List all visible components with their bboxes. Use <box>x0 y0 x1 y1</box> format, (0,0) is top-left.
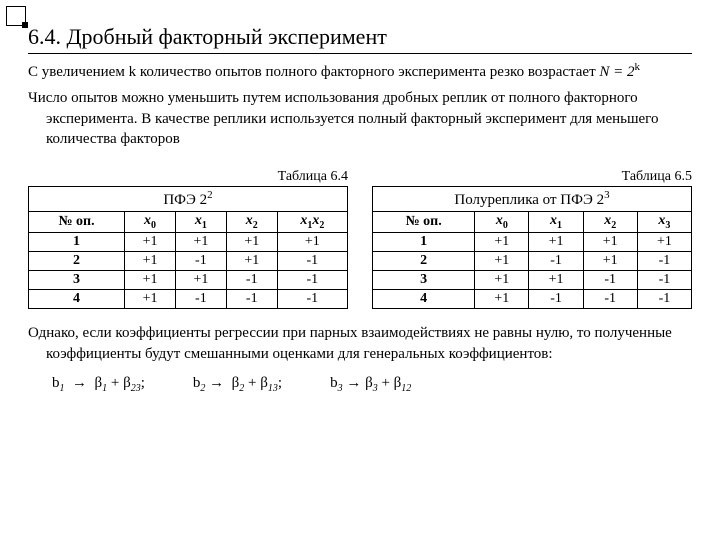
cell: +1 <box>125 270 176 289</box>
cell: 4 <box>29 289 125 308</box>
formula-2: b2 → β2 + β13; <box>193 375 282 394</box>
cell: -1 <box>637 251 691 270</box>
col-header: x1 <box>529 212 583 233</box>
table-64-title: ПФЭ 22 <box>28 186 348 211</box>
formula-3: b3 → β3 + β12 <box>330 375 411 394</box>
cell: +1 <box>475 270 529 289</box>
cell: +1 <box>529 232 583 251</box>
table-65-container: Таблица 6.5 Полуреплика от ПФЭ 23 № оп. … <box>372 169 692 309</box>
cell: +1 <box>125 251 176 270</box>
cell: +1 <box>226 232 277 251</box>
col-header: x2 <box>583 212 637 233</box>
cell: -1 <box>529 289 583 308</box>
cell: +1 <box>125 232 176 251</box>
table-row: 1 +1 +1 +1 +1 <box>373 232 692 251</box>
table-row: 3 +1 +1 -1 -1 <box>373 270 692 289</box>
table-row: № оп. x0 x1 x2 x3 <box>373 212 692 233</box>
cell: -1 <box>277 251 347 270</box>
col-header: x0 <box>125 212 176 233</box>
table-64-title-exp: 2 <box>207 189 213 201</box>
cell: 3 <box>373 270 475 289</box>
table-row: 4 +1 -1 -1 -1 <box>29 289 348 308</box>
cell: 1 <box>373 232 475 251</box>
table-65-caption: Таблица 6.5 <box>372 169 692 185</box>
cell: -1 <box>226 270 277 289</box>
cell: +1 <box>175 270 226 289</box>
cell: +1 <box>475 251 529 270</box>
cell: +1 <box>529 270 583 289</box>
section-heading: 6.4. Дробный факторный эксперимент <box>28 24 692 54</box>
paragraph-2: Число опытов можно уменьшить путем испол… <box>28 88 692 149</box>
para1-exp: k <box>635 61 641 73</box>
col-header: x1 <box>175 212 226 233</box>
table-row: 4 +1 -1 -1 -1 <box>373 289 692 308</box>
col-header: № оп. <box>29 212 125 233</box>
cell: 4 <box>373 289 475 308</box>
cell: 3 <box>29 270 125 289</box>
table-65-title: Полуреплика от ПФЭ 23 <box>372 186 692 211</box>
para1-text-a: С увеличением k количество опытов полног… <box>28 64 599 80</box>
table-64-title-prefix: ПФЭ 2 <box>163 192 207 208</box>
table-row: 2 +1 -1 +1 -1 <box>373 251 692 270</box>
cell: -1 <box>226 289 277 308</box>
table-row: 2 +1 -1 +1 -1 <box>29 251 348 270</box>
cell: -1 <box>529 251 583 270</box>
table-64-caption: Таблица 6.4 <box>28 169 348 185</box>
cell: -1 <box>277 289 347 308</box>
cell: -1 <box>637 270 691 289</box>
table-65-title-exp: 3 <box>604 189 610 201</box>
col-header: x2 <box>226 212 277 233</box>
col-header: x1x2 <box>277 212 347 233</box>
table-65: № оп. x0 x1 x2 x3 1 +1 +1 +1 +1 2 +1 -1 … <box>372 211 692 309</box>
table-65-title-prefix: Полуреплика от ПФЭ 2 <box>454 192 604 208</box>
paragraph-1: С увеличением k количество опытов полног… <box>28 60 692 82</box>
cell: -1 <box>583 270 637 289</box>
cell: 1 <box>29 232 125 251</box>
formula-1: b1 → β1 + β23; <box>52 375 145 394</box>
table-row: 1 +1 +1 +1 +1 <box>29 232 348 251</box>
table-64: № оп. x0 x1 x2 x1x2 1 +1 +1 +1 +1 2 +1 -… <box>28 211 348 309</box>
col-header: x0 <box>475 212 529 233</box>
para1-N: N = 2 <box>599 64 634 80</box>
cell: +1 <box>226 251 277 270</box>
formulas-row: b1 → β1 + β23; b2 → β2 + β13; b3 → β3 + … <box>28 375 692 394</box>
cell: +1 <box>125 289 176 308</box>
cell: +1 <box>175 232 226 251</box>
cell: +1 <box>277 232 347 251</box>
col-header: № оп. <box>373 212 475 233</box>
col-header: x3 <box>637 212 691 233</box>
cell: -1 <box>637 289 691 308</box>
cell: +1 <box>583 232 637 251</box>
table-row: № оп. x0 x1 x2 x1x2 <box>29 212 348 233</box>
cell: +1 <box>583 251 637 270</box>
table-64-container: Таблица 6.4 ПФЭ 22 № оп. x0 x1 x2 x1x2 1… <box>28 169 348 309</box>
table-row: 3 +1 +1 -1 -1 <box>29 270 348 289</box>
conclusion-paragraph: Однако, если коэффициенты регрессии при … <box>28 323 692 365</box>
cell: -1 <box>583 289 637 308</box>
cell: +1 <box>475 232 529 251</box>
cell: +1 <box>475 289 529 308</box>
cell: +1 <box>637 232 691 251</box>
cell: -1 <box>277 270 347 289</box>
cell: 2 <box>373 251 475 270</box>
tables-container: Таблица 6.4 ПФЭ 22 № оп. x0 x1 x2 x1x2 1… <box>28 169 692 309</box>
slide-corner-decoration <box>6 6 26 26</box>
cell: 2 <box>29 251 125 270</box>
cell: -1 <box>175 289 226 308</box>
cell: -1 <box>175 251 226 270</box>
